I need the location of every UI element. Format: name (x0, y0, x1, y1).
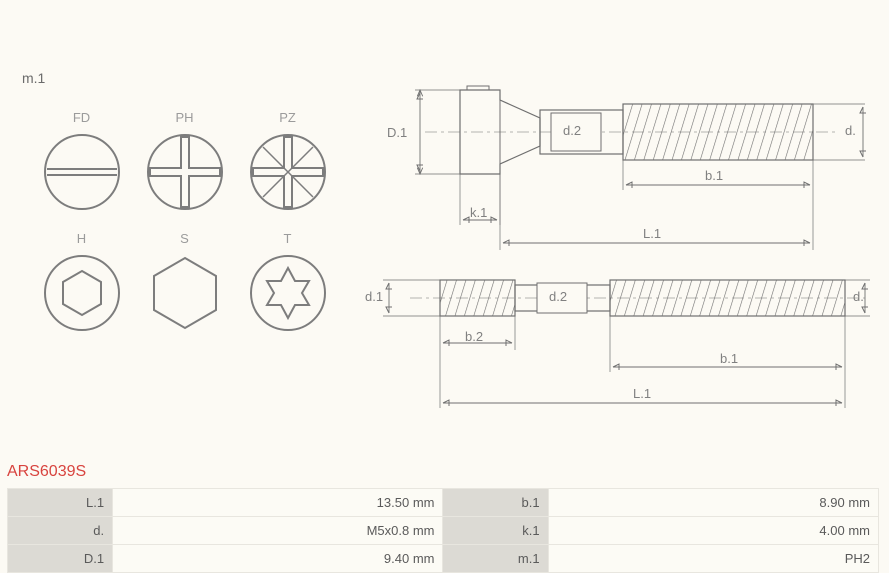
drive-t: T (236, 231, 339, 332)
torx-icon (249, 254, 327, 332)
hex-outer-icon (146, 254, 224, 332)
drive-ph-label: PH (133, 110, 236, 125)
spec-val: 4.00 mm (548, 517, 878, 545)
table-row: L.1 13.50 mm b.1 8.90 mm (8, 489, 879, 517)
spec-key: b.1 (443, 489, 548, 517)
annot-d2-top: d.2 (563, 123, 581, 138)
drive-s-label: S (133, 231, 236, 246)
annot-b2-bot: b.2 (465, 329, 483, 344)
spec-key: k.1 (443, 517, 548, 545)
drive-fd-label: FD (30, 110, 133, 125)
drive-h: H (30, 231, 133, 332)
screw-diagram-svg (365, 55, 875, 415)
annot-d-top: d. (845, 123, 856, 138)
annot-k1-top: k.1 (470, 205, 487, 220)
m1-label: m.1 (22, 70, 45, 86)
annot-d-bot: d. (853, 289, 864, 304)
spec-key: m.1 (443, 545, 548, 573)
spec-val: M5x0.8 mm (113, 517, 443, 545)
pozidriv-icon (249, 133, 327, 211)
spec-table: L.1 13.50 mm b.1 8.90 mm d. M5x0.8 mm k.… (7, 488, 879, 573)
drive-ph: PH (133, 110, 236, 211)
drive-pz-label: PZ (236, 110, 339, 125)
annot-b1-bot: b.1 (720, 351, 738, 366)
spec-key: d. (8, 517, 113, 545)
spec-key: L.1 (8, 489, 113, 517)
part-number: ARS6039S (7, 463, 86, 481)
slot-icon (43, 133, 121, 211)
screw-diagram-area: D.1 d.2 d. k.1 b.1 L.1 d.1 d.2 d. b.2 b.… (365, 55, 875, 415)
phillips-icon (146, 133, 224, 211)
annot-d2-bot: d.2 (549, 289, 567, 304)
drive-type-grid: FD PH PZ H S (30, 110, 340, 352)
spec-val: 9.40 mm (113, 545, 443, 573)
annot-L1-bot: L.1 (633, 386, 651, 401)
drive-pz: PZ (236, 110, 339, 211)
drive-fd: FD (30, 110, 133, 211)
drive-t-label: T (236, 231, 339, 246)
annot-D1-top: D.1 (387, 125, 407, 140)
table-row: d. M5x0.8 mm k.1 4.00 mm (8, 517, 879, 545)
spec-val: 8.90 mm (548, 489, 878, 517)
drive-h-label: H (30, 231, 133, 246)
table-row: D.1 9.40 mm m.1 PH2 (8, 545, 879, 573)
spec-val: 13.50 mm (113, 489, 443, 517)
annot-d1-bot: d.1 (365, 289, 383, 304)
hex-socket-icon (43, 254, 121, 332)
spec-key: D.1 (8, 545, 113, 573)
drive-s: S (133, 231, 236, 332)
annot-b1-top: b.1 (705, 168, 723, 183)
spec-val: PH2 (548, 545, 878, 573)
annot-L1-top: L.1 (643, 226, 661, 241)
